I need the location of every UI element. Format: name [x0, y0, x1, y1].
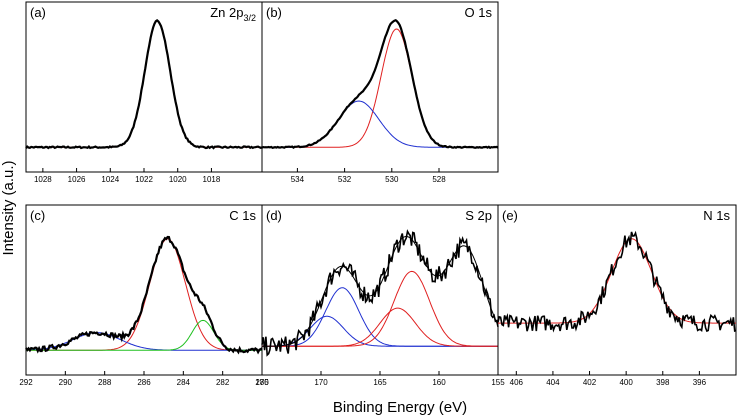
x-tick-label: 1024 [101, 175, 119, 184]
panel-frame [497, 204, 737, 376]
y-axis-label: Intensity (a.u.) [0, 160, 17, 255]
fit-component-0 [26, 238, 262, 351]
measured-spectrum [261, 229, 499, 357]
x-tick-label: 160 [432, 378, 446, 387]
fit-component-3 [262, 307, 498, 347]
x-tick-label: 288 [98, 378, 112, 387]
x-tick-label: 534 [291, 175, 305, 184]
x-tick-label: 1026 [68, 175, 86, 184]
panel-frame [261, 1, 499, 173]
x-tick-label: 530 [385, 175, 399, 184]
x-tick-label: 528 [432, 175, 446, 184]
x-tick-label: 402 [583, 378, 597, 387]
x-tick-label: 1028 [34, 175, 52, 184]
fit-component-1 [262, 100, 498, 148]
panel-title: O 1s [465, 5, 493, 20]
x-tick-label: 282 [216, 378, 230, 387]
x-tick-label: 292 [19, 378, 33, 387]
x-tick-label: 1018 [203, 175, 221, 184]
measured-spectrum [261, 18, 499, 150]
panel-3: 175 170 165 160 155 (d) S 2p [255, 204, 505, 387]
x-tick-label: 404 [546, 378, 560, 387]
x-tick-label: 398 [656, 378, 670, 387]
x-tick-label: 280 [255, 378, 269, 387]
measured-spectrum [497, 230, 737, 333]
x-tick-label: 286 [137, 378, 151, 387]
x-tick-label: 532 [338, 175, 352, 184]
panel-4: 406 404 402 400 398 396 (e) N 1s [497, 204, 737, 387]
x-tick-label: 290 [59, 378, 73, 387]
panel-letter: (c) [30, 208, 45, 223]
fit-component-0 [26, 20, 262, 148]
fit-component-0 [262, 28, 498, 148]
panel-letter: (a) [30, 5, 46, 20]
x-axis-label: Binding Energy (eV) [333, 399, 467, 416]
x-tick-label: 284 [177, 378, 191, 387]
panel-letter: (b) [266, 5, 282, 20]
panel-title: S 2p [465, 208, 492, 223]
panel-1: 534 532 530 528 (b) O 1s [261, 1, 499, 184]
panel-2: 292 290 288 286 284 282 280 (c) C 1s [19, 204, 269, 387]
x-tick-label: 406 [510, 378, 524, 387]
fit-envelope [262, 235, 499, 347]
panel-0: 1028 1026 1024 1022 1020 1018 (a) Zn 2p3/2 [25, 1, 263, 184]
x-tick-label: 155 [491, 378, 505, 387]
fit-component-0 [498, 238, 736, 324]
fit-component-1 [25, 332, 262, 351]
x-tick-label: 400 [619, 378, 633, 387]
x-tick-label: 165 [373, 378, 387, 387]
x-tick-label: 175 [255, 378, 269, 387]
x-tick-label: 170 [314, 378, 328, 387]
measured-spectrum [25, 235, 263, 355]
panel-title: C 1s [229, 208, 256, 223]
panel-letter: (e) [502, 208, 518, 223]
panel-title: N 1s [703, 208, 730, 223]
panel-title: Zn 2p3/2 [210, 5, 256, 23]
x-tick-label: 1022 [135, 175, 153, 184]
x-tick-label: 1020 [169, 175, 187, 184]
x-tick-label: 396 [693, 378, 707, 387]
measured-spectrum [25, 19, 263, 150]
panel-letter: (d) [266, 208, 282, 223]
